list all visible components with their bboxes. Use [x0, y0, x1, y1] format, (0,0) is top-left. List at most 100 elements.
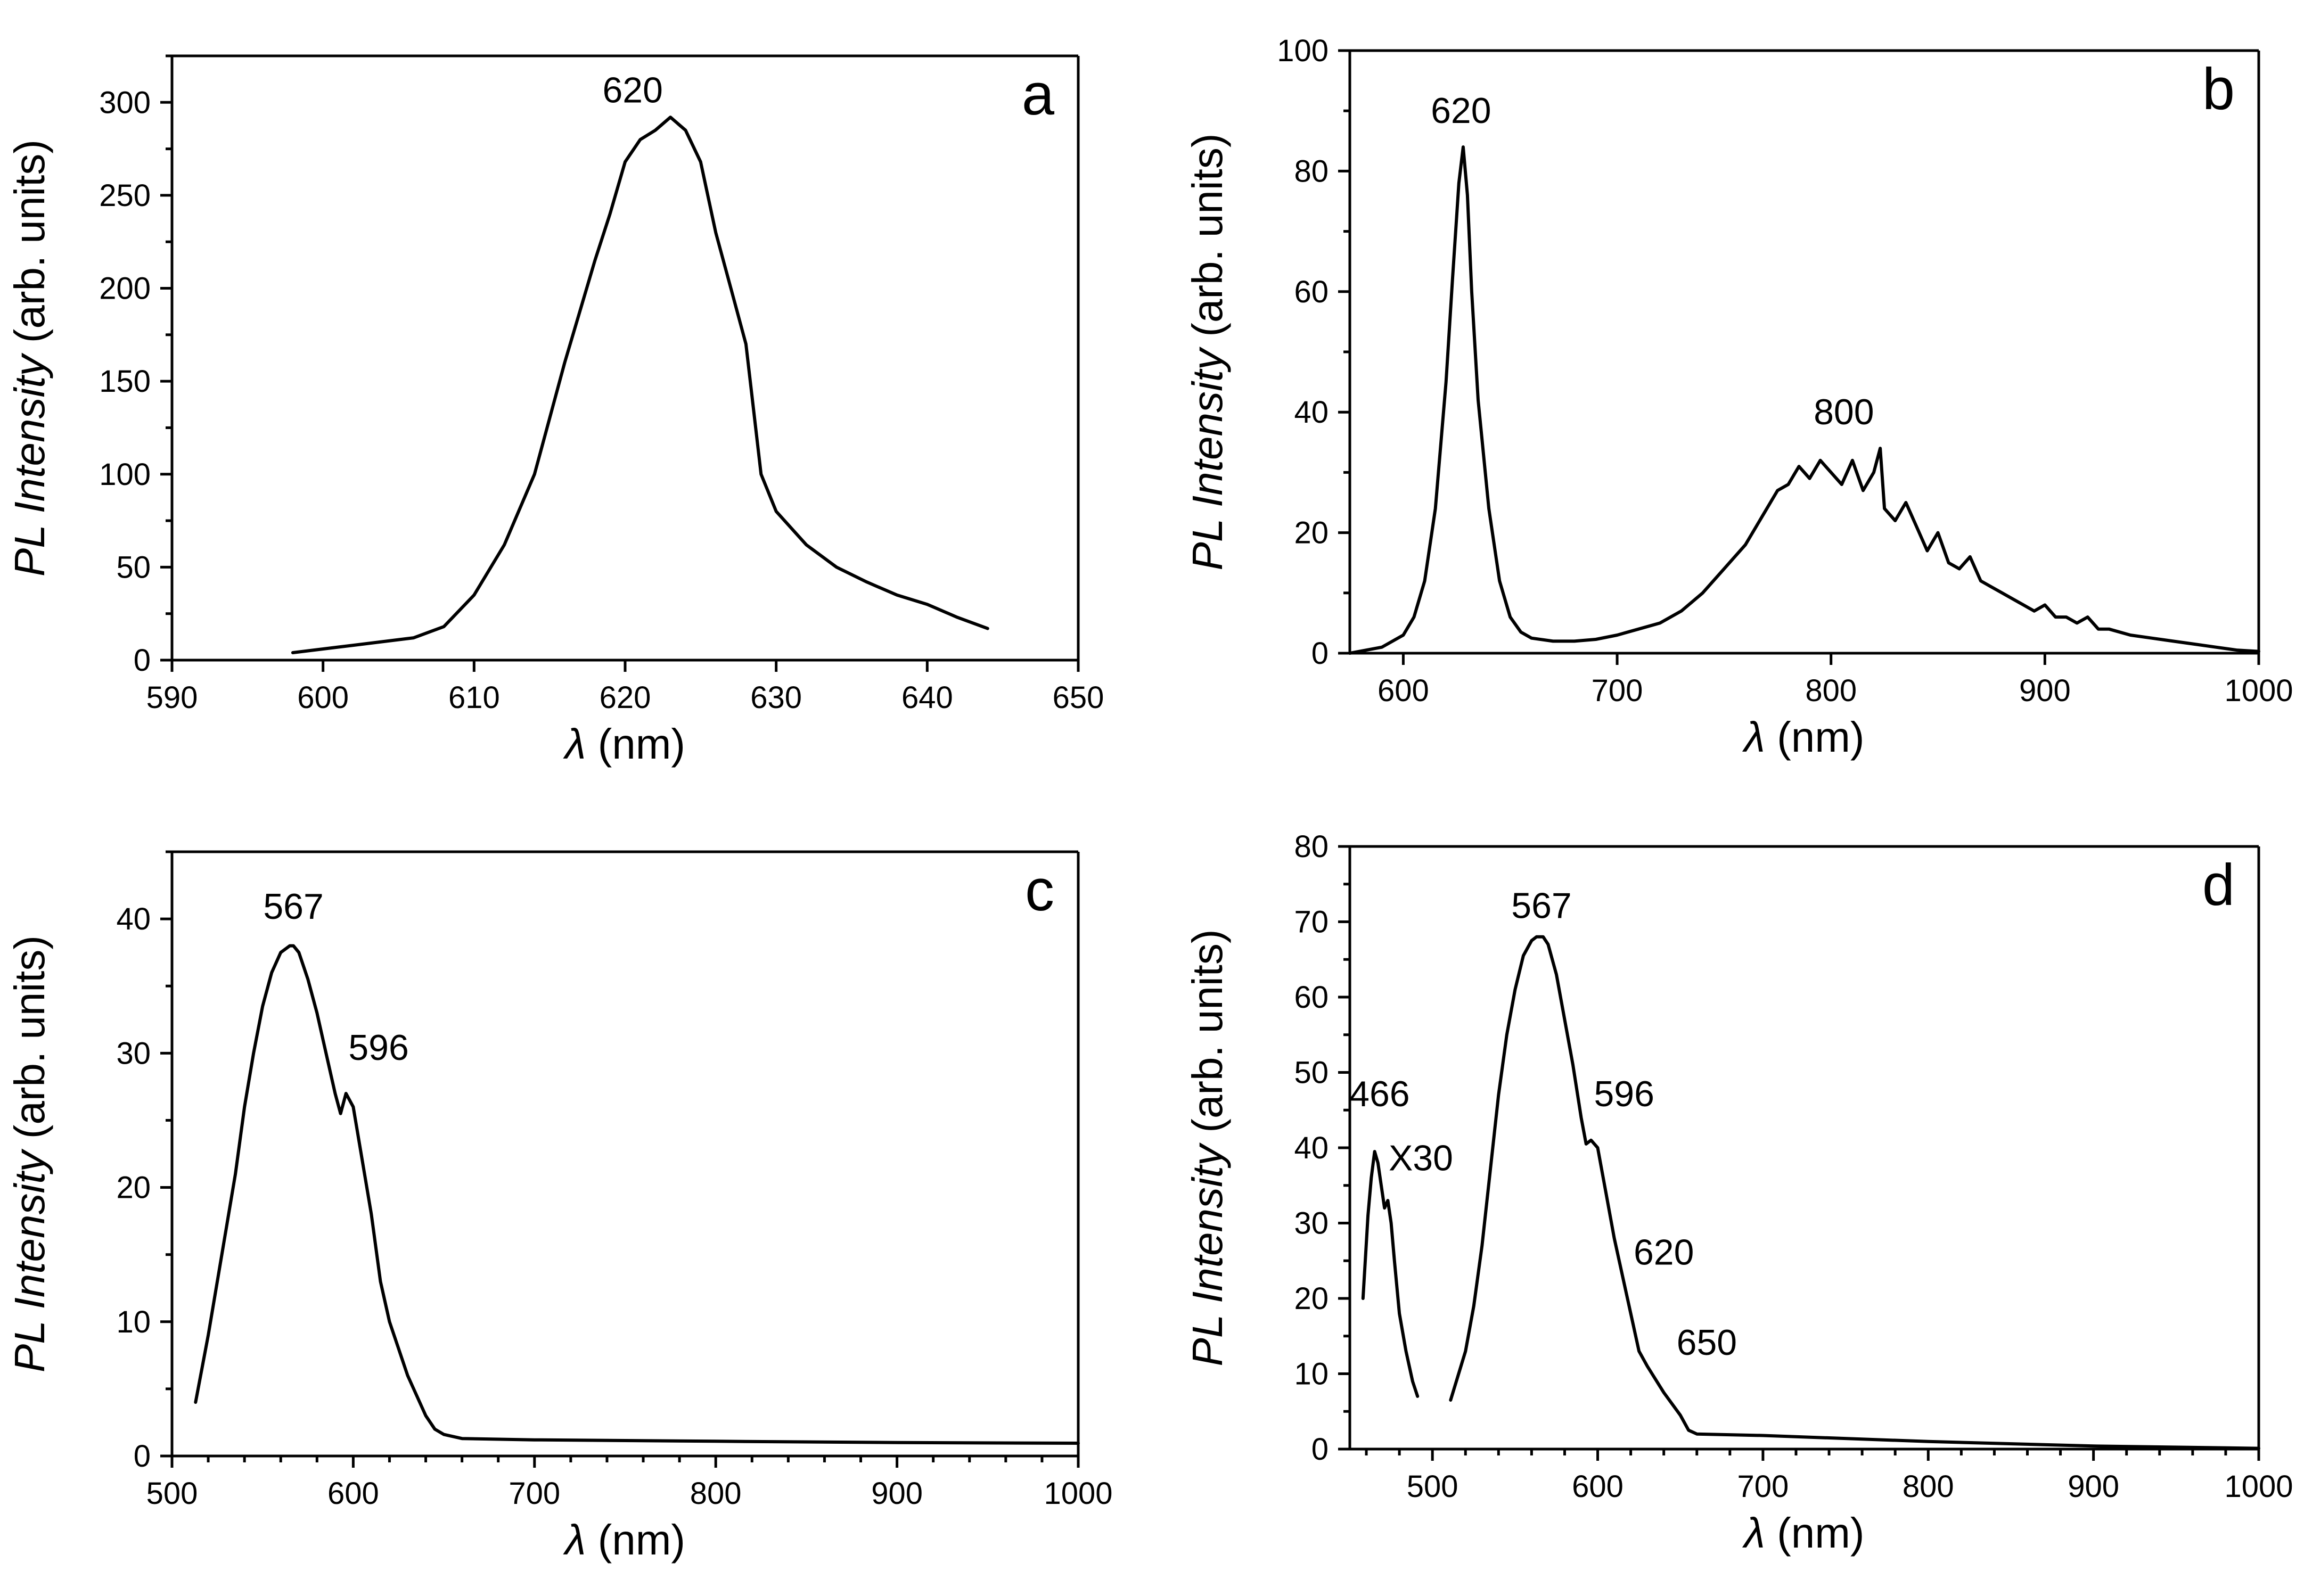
y-tick-label: 50 — [1294, 1056, 1329, 1090]
series-line-b-0 — [1348, 145, 2260, 655]
y-tick-label: 60 — [1294, 980, 1329, 1015]
peak-annotation: 567 — [1511, 885, 1571, 926]
y-tick-label: 30 — [1294, 1206, 1329, 1241]
x-tick-label: 900 — [2019, 673, 2071, 708]
y-axis-title-unit: (arb. units) — [1184, 929, 1231, 1145]
x-tick-label: 500 — [146, 1476, 198, 1511]
y-tick-label: 80 — [1294, 829, 1329, 864]
x-tick-label: 640 — [901, 680, 953, 715]
y-axis-title: PL Intensity (arb. units) — [6, 139, 53, 577]
x-tick-label: 800 — [1903, 1469, 1954, 1504]
x-tick-label: 1000 — [2224, 1469, 2293, 1504]
x-tick-label: 620 — [600, 680, 651, 715]
y-tick-label: 20 — [1294, 516, 1329, 550]
y-tick-label: 20 — [116, 1171, 151, 1205]
x-tick-label: 900 — [871, 1476, 923, 1511]
y-axis-title-italic: PL Intensity — [6, 352, 53, 577]
x-axis-title: λ (nm) — [1742, 1509, 1864, 1557]
x-tick-label: 700 — [1737, 1469, 1789, 1504]
x-axis-title: λ (nm) — [563, 1516, 685, 1564]
peak-annotation: 596 — [348, 1027, 408, 1068]
y-axis-title: PL Intensity (arb. units) — [6, 935, 53, 1372]
y-tick-label: 300 — [99, 85, 151, 120]
y-tick-label: 200 — [99, 272, 151, 306]
x-axis-symbol: λ — [1742, 1509, 1765, 1557]
panel-label: c — [1025, 858, 1054, 923]
x-tick-label: 590 — [146, 680, 198, 715]
panel-label: d — [2202, 852, 2235, 918]
x-axis-unit: (nm) — [1765, 713, 1865, 761]
y-axis-title: PL Intensity (arb. units) — [1184, 929, 1231, 1366]
y-tick-label: 80 — [1294, 154, 1329, 188]
y-tick-label: 20 — [1294, 1281, 1329, 1316]
series-line-d-0 — [1361, 1150, 1420, 1398]
x-axis-title: λ (nm) — [1742, 713, 1864, 761]
x-tick-label: 700 — [1592, 673, 1643, 708]
peak-annotation: 596 — [1594, 1074, 1654, 1114]
panel-label: b — [2202, 56, 2235, 122]
peak-annotation: 800 — [1814, 392, 1874, 432]
chart-panel-a: 0 50 100 150 200 250 300 590 600 610 620 630 640 650 λ… — [6, 54, 1104, 768]
series-line-c-0 — [194, 944, 1080, 1445]
chart-panel-c: 0 10 20 30 40 500 600 700 800 900 1000 λ (nm) PL Int… — [6, 850, 1113, 1564]
y-axis-title-unit: (arb. units) — [1184, 133, 1231, 349]
y-axis-title-italic: PL Intensity — [1184, 346, 1231, 571]
chart-panel-d: 0 10 20 30 40 50 60 70 80 500 600 700 800 900 1000 λ (n… — [1184, 829, 2293, 1557]
x-axis-unit: (nm) — [586, 720, 685, 768]
x-axis-symbol: λ — [563, 720, 586, 768]
x-tick-label: 1000 — [1044, 1476, 1112, 1511]
y-tick-label: 30 — [116, 1036, 151, 1071]
peak-annotation: 620 — [1431, 91, 1491, 131]
x-tick-label: 500 — [1407, 1469, 1458, 1504]
y-tick-label: 70 — [1294, 905, 1329, 940]
series-line-a-0 — [291, 116, 989, 654]
x-tick-label: 700 — [509, 1476, 560, 1511]
y-tick-label: 0 — [134, 1439, 151, 1474]
y-tick-label: 100 — [99, 457, 151, 492]
x-tick-label: 610 — [448, 680, 500, 715]
chart-panel-b: 0 20 40 60 80 100 600 700 800 900 1000 λ (nm) PL Int… — [1184, 34, 2293, 761]
x-axis-title: λ (nm) — [563, 720, 685, 768]
x-tick-label: 900 — [2068, 1469, 2119, 1504]
x-tick-label: 600 — [297, 680, 349, 715]
x-axis-unit: (nm) — [1765, 1509, 1865, 1557]
peak-annotation: X30 — [1389, 1138, 1453, 1178]
x-tick-label: 650 — [1053, 680, 1104, 715]
y-tick-label: 0 — [134, 643, 151, 678]
peak-annotation: 466 — [1349, 1074, 1409, 1114]
x-tick-label: 600 — [327, 1476, 379, 1511]
x-axis-symbol: λ — [563, 1516, 586, 1564]
y-axis-title-italic: PL Intensity — [6, 1148, 53, 1373]
y-tick-label: 40 — [1294, 1131, 1329, 1165]
y-axis-title: PL Intensity (arb. units) — [1184, 133, 1231, 570]
y-axis-title-unit: (arb. units) — [6, 139, 53, 355]
peak-annotation: 620 — [1634, 1232, 1694, 1272]
x-tick-label: 600 — [1572, 1469, 1624, 1504]
x-tick-label: 800 — [690, 1476, 742, 1511]
x-tick-label: 800 — [1805, 673, 1857, 708]
y-tick-label: 250 — [99, 178, 151, 213]
peak-annotation: 620 — [602, 70, 662, 110]
y-tick-label: 0 — [1311, 1432, 1329, 1467]
peak-annotation: 567 — [263, 886, 323, 927]
panel-label: a — [1022, 62, 1055, 127]
y-tick-label: 40 — [116, 902, 151, 936]
y-tick-label: 0 — [1311, 636, 1329, 671]
y-axis-title-italic: PL Intensity — [1184, 1142, 1231, 1367]
peak-annotation: 650 — [1677, 1322, 1737, 1363]
series-line-d-1 — [1449, 935, 2260, 1450]
x-tick-label: 600 — [1378, 673, 1429, 708]
y-tick-label: 50 — [116, 550, 151, 585]
y-tick-label: 10 — [116, 1305, 151, 1339]
y-tick-label: 60 — [1294, 275, 1329, 309]
x-axis-symbol: λ — [1742, 713, 1765, 761]
x-axis-unit: (nm) — [586, 1516, 685, 1564]
x-tick-label: 630 — [750, 680, 802, 715]
y-tick-label: 100 — [1277, 34, 1329, 68]
y-tick-label: 10 — [1294, 1357, 1329, 1392]
x-tick-label: 1000 — [2224, 673, 2293, 708]
y-tick-label: 150 — [99, 364, 151, 399]
y-tick-label: 40 — [1294, 395, 1329, 430]
y-axis-title-unit: (arb. units) — [6, 935, 53, 1151]
